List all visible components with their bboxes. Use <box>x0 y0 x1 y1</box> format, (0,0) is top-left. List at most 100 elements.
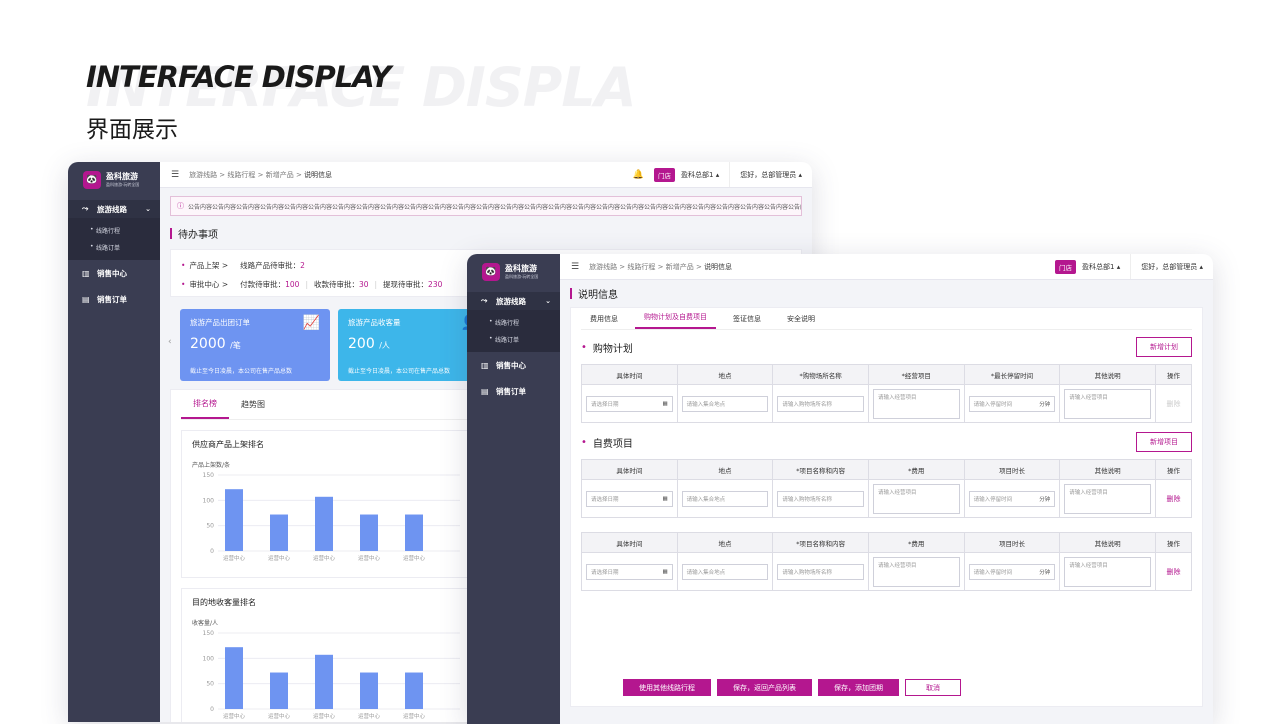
bar <box>270 672 288 709</box>
card-unit: /笔 <box>230 341 241 350</box>
hq-selector[interactable]: 盈科总部1 ▴ <box>1082 262 1121 271</box>
other-notes-textarea[interactable]: 请输入经营项目 <box>1064 388 1151 419</box>
cancel-button[interactable]: 取消 <box>905 679 961 696</box>
store-badge: 门店 <box>654 167 676 182</box>
menu-toggle-icon[interactable]: ☰ <box>571 261 580 272</box>
calendar-icon: ▦ <box>662 568 668 575</box>
menu-toggle-icon[interactable]: ☰ <box>171 169 180 180</box>
date-picker[interactable]: 请选择日期 ▦ <box>586 395 673 412</box>
sidebar-item-label: 销售中心 <box>97 268 127 278</box>
add-plan-button[interactable]: 新增计划 <box>1136 337 1192 357</box>
card-value: 200 <box>348 336 375 352</box>
table-row: 请选择日期 ▦ 请输入集合地点 请输入购物场所名称 请输入经营项目 请输入停留时间… <box>581 552 1192 591</box>
stat-cards: ‹ 旅游产品出团订单 2000 /笔 截止至今日凌晨，本公司在售产品总数 📈 旅… <box>168 309 802 381</box>
sidebar-subitem-orders[interactable]: 线路订单 <box>68 239 160 256</box>
tab-shopping-selfpay[interactable]: 购物计划及自费项目 <box>635 312 716 329</box>
todo-approval-center[interactable]: 审批中心 <box>189 280 220 289</box>
breadcrumb-item[interactable]: 旅游线路 <box>189 170 218 179</box>
tab-trend[interactable]: 趋势图 <box>241 400 265 409</box>
fee-textarea[interactable]: 请输入经营项目 <box>872 483 960 514</box>
column-header: 地点 <box>676 532 774 553</box>
notice-text: 公告内容公告内容公告内容公告内容公告内容公告内容公告内容公告内容公告内容公告内容… <box>188 203 802 211</box>
breadcrumb-item[interactable]: 线路行程 <box>227 170 256 179</box>
x-tick-label: 运营中心 <box>268 554 291 562</box>
sidebar-item-sales-center[interactable]: ▥ 销售中心 <box>467 352 560 378</box>
duration-input[interactable]: 请输入停留时间 分钟 <box>968 490 1056 507</box>
sidebar-item-sales-orders[interactable]: ▤ 销售订单 <box>68 286 160 312</box>
breadcrumb-item[interactable]: 旅游线路 <box>589 262 618 271</box>
card-title: 旅游产品出团订单 <box>190 318 250 327</box>
date-picker[interactable]: 请选择日期 ▦ <box>586 563 673 580</box>
sidebar-item-label: 旅游线路 <box>496 296 526 306</box>
todo-product-listing[interactable]: 产品上架 <box>189 261 220 270</box>
breadcrumb-item[interactable]: 新增产品 <box>265 170 294 179</box>
fee-textarea[interactable]: 请输入经营项目 <box>872 556 960 587</box>
sidebar-subitem-orders[interactable]: 线路订单 <box>467 331 560 348</box>
x-tick-label: 运营中心 <box>223 712 246 720</box>
other-notes-textarea[interactable]: 请输入经营项目 <box>1064 483 1151 514</box>
bar-chart-destination: 150 100 50 0 运营中心 运营中心 运营中心 运营中心 运营中心 <box>203 630 460 720</box>
sidebar-item-routes[interactable]: ⤳ 旅游线路 ⌄ <box>68 200 160 218</box>
stat-card-guests[interactable]: 旅游产品收客量 200 /人 截止至今日凌晨，本公司在售产品总数 👤 <box>338 309 488 381</box>
stat-card-orders[interactable]: 旅游产品出团订单 2000 /笔 截止至今日凌晨，本公司在售产品总数 📈 <box>180 309 330 381</box>
todo-count[interactable]: 230 <box>428 280 443 289</box>
tab-visa[interactable]: 签证信息 <box>733 315 761 323</box>
bar <box>225 489 243 551</box>
todo-label: 付款待审批： <box>240 280 286 289</box>
breadcrumb-item[interactable]: 线路行程 <box>627 262 656 271</box>
sidebar-item-sales-center[interactable]: ▥ 销售中心 <box>68 260 160 286</box>
page-title-row: 说明信息 <box>570 286 1203 301</box>
hq-selector[interactable]: 盈科总部1 ▴ <box>681 170 720 179</box>
delete-button[interactable]: 删除 <box>1155 479 1192 518</box>
place-input[interactable]: 请输入集合地点 <box>681 490 769 507</box>
tab-ranking[interactable]: 排名榜 <box>181 390 229 419</box>
duration-input[interactable]: 请输入停留时间 分钟 <box>968 563 1056 580</box>
sidebar-item-sales-orders[interactable]: ▤ 销售订单 <box>467 378 560 404</box>
sidebar-subitem-itinerary[interactable]: 线路行程 <box>467 314 560 331</box>
shop-name-input[interactable]: 请输入购物场所名称 <box>777 395 864 412</box>
app-logo[interactable]: 🐼 盈科旅游 盈科旅游·玩转全国 <box>467 254 560 284</box>
use-other-route-button[interactable]: 使用其他线路行程 <box>623 679 711 696</box>
sidebar-item-routes[interactable]: ⤳ 旅游线路 ⌄ <box>467 292 560 310</box>
todo-count[interactable]: 30 <box>358 280 369 289</box>
todo-count[interactable]: 100 <box>285 280 300 289</box>
todo-header: 待办事项 <box>170 226 802 241</box>
column-header: 其他说明 <box>1059 364 1156 385</box>
sidebar-subitem-itinerary[interactable]: 线路行程 <box>68 222 160 239</box>
delete-button[interactable]: 删除 <box>1155 384 1192 423</box>
add-item-button[interactable]: 新增项目 <box>1136 432 1192 452</box>
route-icon: ⤳ <box>481 296 488 305</box>
description-tabs: 费用信息 购物计划及自费项目 签证信息 安全说明 <box>581 308 1192 330</box>
breadcrumb-item[interactable]: 新增产品 <box>665 262 694 271</box>
todo-count[interactable]: 2 <box>300 261 305 270</box>
item-name-input[interactable]: 请输入购物场所名称 <box>777 563 864 580</box>
app-name: 盈科旅游 <box>106 172 138 181</box>
place-input[interactable]: 请输入集合地点 <box>681 395 769 412</box>
tab-safety[interactable]: 安全说明 <box>787 315 815 323</box>
place-input[interactable]: 请输入集合地点 <box>681 563 769 580</box>
stay-time-input[interactable]: 请输入停留时间 分钟 <box>968 395 1056 412</box>
app-name: 盈科旅游 <box>505 264 537 273</box>
x-tick-label: 运营中心 <box>223 554 246 562</box>
other-notes-textarea[interactable]: 请输入经营项目 <box>1064 556 1151 587</box>
save-return-button[interactable]: 保存，返回产品列表 <box>717 679 812 696</box>
bell-icon[interactable]: 🔔 <box>632 169 645 180</box>
card-footer: 截止至今日凌晨，本公司在售产品总数 <box>348 368 451 375</box>
x-tick-label: 运营中心 <box>358 554 381 562</box>
user-menu[interactable]: 您好，总部管理员 ▴ <box>729 162 812 187</box>
chevron-left-icon[interactable]: ‹ <box>168 337 172 347</box>
x-tick-label: 运营中心 <box>403 712 426 720</box>
business-textarea[interactable]: 请输入经营项目 <box>872 388 960 419</box>
column-header: 其他说明 <box>1059 459 1156 480</box>
tab-fees[interactable]: 费用信息 <box>590 315 618 323</box>
save-add-schedule-button[interactable]: 保存，添加团期 <box>818 679 899 696</box>
date-picker[interactable]: 请选择日期 ▦ <box>586 490 673 507</box>
item-name-input[interactable]: 请输入购物场所名称 <box>777 490 864 507</box>
delete-button[interactable]: 删除 <box>1155 552 1192 591</box>
panda-logo-icon: 🐼 <box>482 263 500 281</box>
user-menu[interactable]: 您好，总部管理员 ▴ <box>1130 254 1213 279</box>
x-tick-label: 运营中心 <box>268 712 291 720</box>
app-logo[interactable]: 🐼 盈科旅游 盈科旅游·玩转全国 <box>68 162 160 192</box>
description-panel: 费用信息 购物计划及自费项目 签证信息 安全说明 • 购物计划 新增计划 具体时间… <box>570 307 1203 707</box>
card-unit: /人 <box>379 341 390 350</box>
